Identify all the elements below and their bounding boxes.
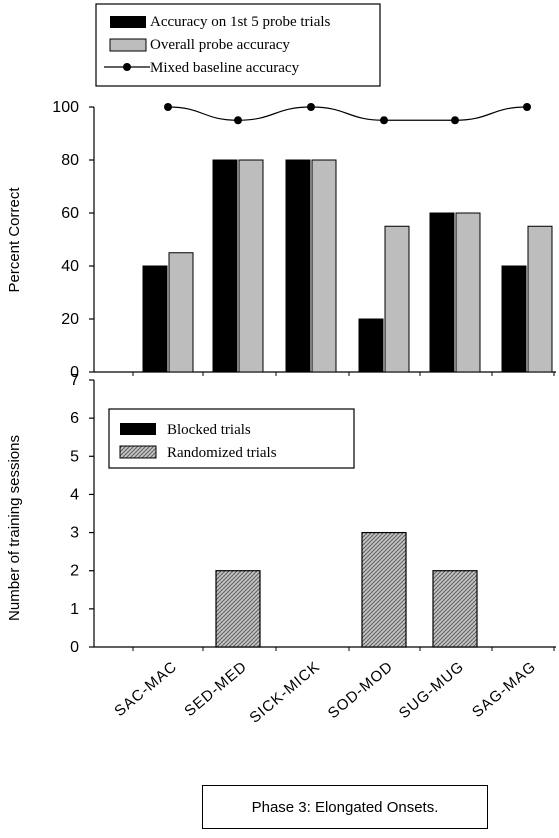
x-category-label: SAC-MAC [111, 658, 180, 720]
bar-first5-sug-mug [429, 212, 455, 373]
bar-first5-sod-mod [358, 318, 384, 373]
accuracy-y-tick-label: 0 [70, 364, 79, 381]
x-category-label: SICK-MICK [246, 658, 323, 727]
legend-label-first5: Accuracy on 1st 5 probe trials [150, 14, 331, 30]
baseline-point-sod-mod [380, 116, 388, 125]
bar-overall-sag-mag [527, 225, 553, 373]
legend-label-blocked: Blocked trials [167, 422, 251, 438]
accuracy-y-axis-label: Percent Correct [6, 187, 23, 293]
legend-marker-baseline [123, 63, 131, 71]
bar-randomized-sod-mod [361, 531, 407, 648]
figure-caption: Phase 3: Elongated Onsets. [202, 785, 488, 829]
accuracy-y-tick-label: 100 [52, 99, 79, 116]
bar-randomized-sed-med [215, 570, 261, 648]
bar-first5-sed-med [212, 159, 238, 373]
bar-overall-sod-mod [384, 225, 410, 373]
sessions-y-tick-label: 2 [70, 563, 79, 580]
legend-swatch-blocked [120, 423, 156, 435]
accuracy-y-tick-label: 60 [61, 205, 79, 222]
legend-label-randomized: Randomized trials [167, 445, 277, 461]
sessions-y-tick-label: 5 [70, 448, 79, 465]
x-category-label: SUG-MUG [396, 658, 468, 722]
legend-swatch-randomized [119, 445, 157, 459]
bar-first5-sac-mac [142, 265, 168, 373]
bar-overall-sed-med [238, 159, 264, 373]
sessions-y-tick-label: 7 [70, 372, 79, 389]
baseline-point-sed-med [234, 116, 242, 125]
legend-swatch-overall [109, 38, 147, 52]
bar-first5-sick-mick [285, 159, 311, 373]
sessions-y-tick-label: 0 [70, 639, 79, 656]
bar-overall-sick-mick [311, 159, 337, 373]
accuracy-y-tick-label: 40 [61, 258, 79, 275]
bar-randomized-sug-mug [432, 570, 478, 648]
baseline-point-sag-mag [523, 103, 531, 111]
sessions-y-tick-label: 6 [70, 410, 79, 427]
legend-swatch-first5 [110, 16, 146, 28]
x-category-label: SED-MED [181, 658, 250, 720]
bar-overall-sug-mug [455, 212, 481, 373]
accuracy-y-tick-label: 80 [61, 152, 79, 169]
baseline-point-sac-mac [164, 103, 172, 111]
accuracy-y-tick-label: 20 [61, 311, 79, 328]
sessions-y-tick-label: 4 [70, 486, 79, 503]
legend-label-baseline: Mixed baseline accuracy [150, 60, 300, 76]
legend-label-overall: Overall probe accuracy [150, 37, 290, 53]
accuracy-chart: Accuracy on 1st 5 probe trials Overall p… [6, 3, 556, 381]
baseline-accuracy-line [167, 106, 528, 121]
bar-first5-sag-mag [501, 265, 527, 373]
bar-overall-sac-mac [168, 252, 194, 373]
x-category-label: SOD-MOD [325, 658, 397, 722]
sessions-chart: Blocked trials Randomized trials Number … [6, 372, 556, 727]
sessions-y-tick-label: 3 [70, 525, 79, 542]
baseline-point-sick-mick [307, 103, 315, 111]
sessions-y-tick-label: 1 [70, 601, 79, 618]
x-category-label: SAG-MAG [469, 658, 540, 721]
sessions-y-axis-label: Number of training sessions [6, 435, 23, 621]
baseline-point-sug-mug [451, 116, 459, 125]
